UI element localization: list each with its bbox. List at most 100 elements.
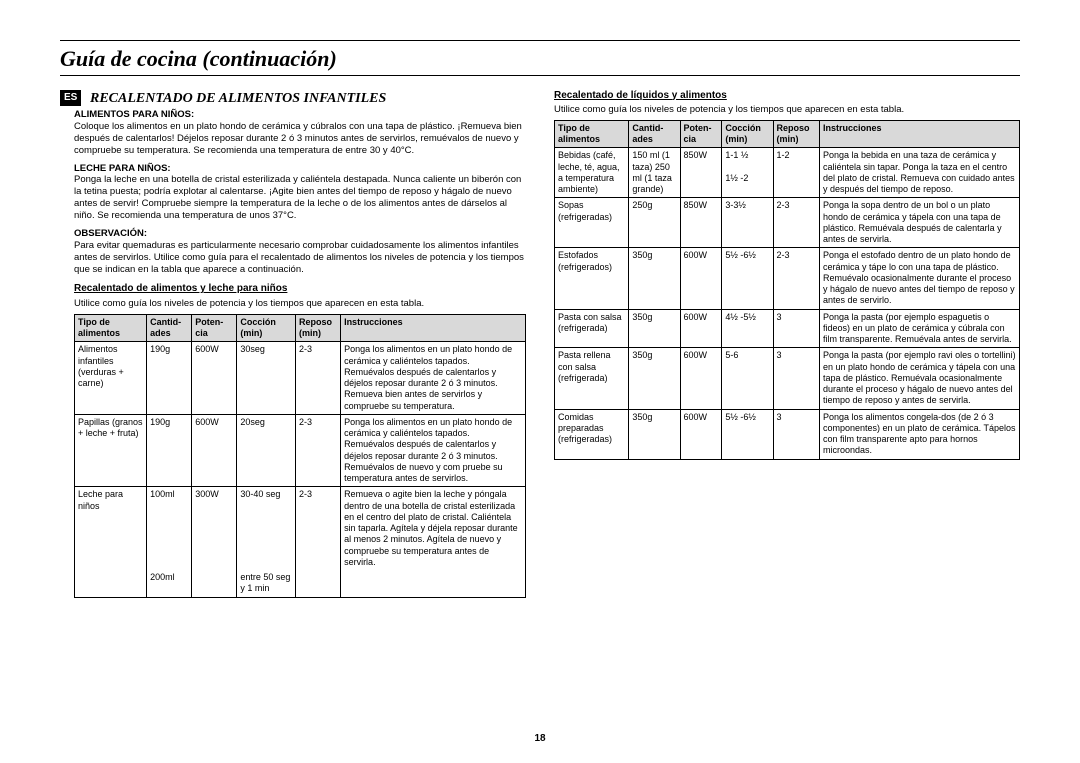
table-row: Estofados (refrigerados)350g600W5½ -6½2-… (555, 248, 1020, 309)
left-table-title: Recalentado de alimentos y leche para ni… (74, 283, 526, 296)
table-cell: 1-1 ½ 1½ -2 (722, 148, 773, 198)
page-number: 18 (0, 733, 1080, 746)
table-cell: 600W (680, 348, 722, 409)
subhead-foods: ALIMENTOS PARA NIÑOS: (74, 109, 526, 121)
table-cell: 20seg (237, 414, 296, 487)
table-cell: 2-3 (295, 342, 340, 415)
table-cell: Estofados (refrigerados) (555, 248, 629, 309)
table-cell: Ponga los alimentos congela-dos (de 2 ó … (820, 409, 1020, 459)
table-cell: 3 (773, 348, 820, 409)
th: Cocción (min) (237, 314, 296, 342)
table-cell (192, 570, 237, 597)
table-row: Leche para niños100ml300W30-40 seg2-3Rem… (75, 487, 526, 570)
th: Reposo (min) (773, 120, 820, 148)
table-cell: 30seg (237, 342, 296, 415)
table-row: Pasta con salsa (refrigerada)350g600W4½ … (555, 309, 1020, 348)
top-rule (60, 40, 1020, 41)
table-cell: Ponga los alimentos en un plato hondo de… (341, 414, 526, 487)
para-obs: Para evitar quemaduras es particularment… (74, 240, 526, 276)
table-row: 200ml entre 50 seg y 1 min (75, 570, 526, 597)
table-cell: Leche para niños (75, 487, 147, 570)
right-column: Recalentado de líquidos y alimentos Util… (554, 90, 1020, 598)
th: Instrucciones (820, 120, 1020, 148)
table-cell: 5½ -6½ (722, 409, 773, 459)
table-cell: 350g (629, 309, 680, 348)
th: Cocción (min) (722, 120, 773, 148)
th: Tipo de alimentos (75, 314, 147, 342)
section-title: RECALENTADO DE ALIMENTOS INFANTILES (90, 91, 386, 106)
page-title: Guía de cocina (continuación) (60, 45, 1020, 76)
table-header-row: Tipo de alimentos Cantid-ades Poten-cia … (75, 314, 526, 342)
table-cell: 200ml (147, 570, 192, 597)
th: Reposo (min) (295, 314, 340, 342)
table-cell: 2-3 (295, 487, 340, 570)
table-row: Pasta rellena con salsa (refrigerada)350… (555, 348, 1020, 409)
lang-badge: ES (60, 90, 81, 107)
table-cell (295, 570, 340, 597)
table-cell: Bebidas (café, leche, té, agua, a temper… (555, 148, 629, 198)
table-row: Bebidas (café, leche, té, agua, a temper… (555, 148, 1020, 198)
table-cell: Ponga la pasta (por ejemplo ravi oles o … (820, 348, 1020, 409)
left-table-note: Utilice como guía los niveles de potenci… (74, 298, 526, 310)
table-cell: 350g (629, 409, 680, 459)
th: Poten-cia (192, 314, 237, 342)
content-columns: ES RECALENTADO DE ALIMENTOS INFANTILES A… (60, 90, 1020, 598)
table-cell: Ponga la sopa dentro de un bol o un plat… (820, 198, 1020, 248)
table-cell: Remueva o agite bien la leche y póngala … (341, 487, 526, 570)
table-cell: 600W (192, 414, 237, 487)
table-cell: Ponga el estofado dentro de un plato hon… (820, 248, 1020, 309)
table-cell: 4½ -5½ (722, 309, 773, 348)
para-foods: Coloque los alimentos en un plato hondo … (74, 121, 526, 157)
th: Cantid-ades (629, 120, 680, 148)
table-cell: Sopas (refrigeradas) (555, 198, 629, 248)
table-cell: Ponga la bebida en una taza de cerámica … (820, 148, 1020, 198)
table-cell: 2-3 (773, 198, 820, 248)
table-cell: 100ml (147, 487, 192, 570)
table-cell: 30-40 seg (237, 487, 296, 570)
th: Poten-cia (680, 120, 722, 148)
table-cell: 150 ml (1 taza) 250 ml (1 taza grande) (629, 148, 680, 198)
table-cell (341, 570, 526, 597)
table-row: Papillas (granos + leche + fruta)190g600… (75, 414, 526, 487)
table-cell: 190g (147, 414, 192, 487)
para-milk: Ponga la leche en una botella de cristal… (74, 174, 526, 222)
table-cell: 5½ -6½ (722, 248, 773, 309)
left-table: Tipo de alimentos Cantid-ades Poten-cia … (74, 314, 526, 598)
table-cell: Alimentos infantiles (verduras + carne) (75, 342, 147, 415)
table-cell: Comidas preparadas (refrigeradas) (555, 409, 629, 459)
section-header-row: ES RECALENTADO DE ALIMENTOS INFANTILES (60, 90, 526, 108)
table-header-row: Tipo de alimentos Cantid-ades Poten-cia … (555, 120, 1020, 148)
table-cell: Pasta con salsa (refrigerada) (555, 309, 629, 348)
table-row: Sopas (refrigeradas)250g850W3-3½2-3Ponga… (555, 198, 1020, 248)
right-table-note: Utilice como guía los niveles de potenci… (554, 104, 1020, 116)
table-row: Alimentos infantiles (verduras + carne)1… (75, 342, 526, 415)
right-table: Tipo de alimentos Cantid-ades Poten-cia … (554, 120, 1020, 460)
subhead-obs: OBSERVACIÓN: (74, 228, 526, 240)
table-cell: 1-2 (773, 148, 820, 198)
table-cell: Pasta rellena con salsa (refrigerada) (555, 348, 629, 409)
th: Tipo de alimentos (555, 120, 629, 148)
table-cell: 250g (629, 198, 680, 248)
table-row: Comidas preparadas (refrigeradas)350g600… (555, 409, 1020, 459)
table-cell: Ponga la pasta (por ejemplo espaguetis o… (820, 309, 1020, 348)
left-body: ALIMENTOS PARA NIÑOS: Coloque los alimen… (60, 109, 526, 598)
table-cell: 600W (680, 248, 722, 309)
table-cell: Ponga los alimentos en un plato hondo de… (341, 342, 526, 415)
left-column: ES RECALENTADO DE ALIMENTOS INFANTILES A… (60, 90, 526, 598)
table-cell: 3 (773, 409, 820, 459)
table-cell: Papillas (granos + leche + fruta) (75, 414, 147, 487)
table-cell: 350g (629, 248, 680, 309)
table-cell: entre 50 seg y 1 min (237, 570, 296, 597)
table-cell: 300W (192, 487, 237, 570)
th: Instrucciones (341, 314, 526, 342)
table-cell: 5-6 (722, 348, 773, 409)
table-cell: 2-3 (295, 414, 340, 487)
table-cell: 3 (773, 309, 820, 348)
table-cell: 190g (147, 342, 192, 415)
table-cell: 2-3 (773, 248, 820, 309)
table-cell: 850W (680, 198, 722, 248)
right-table-title: Recalentado de líquidos y alimentos (554, 90, 1020, 103)
table-cell: 3-3½ (722, 198, 773, 248)
table-cell: 850W (680, 148, 722, 198)
table-cell: 600W (680, 409, 722, 459)
